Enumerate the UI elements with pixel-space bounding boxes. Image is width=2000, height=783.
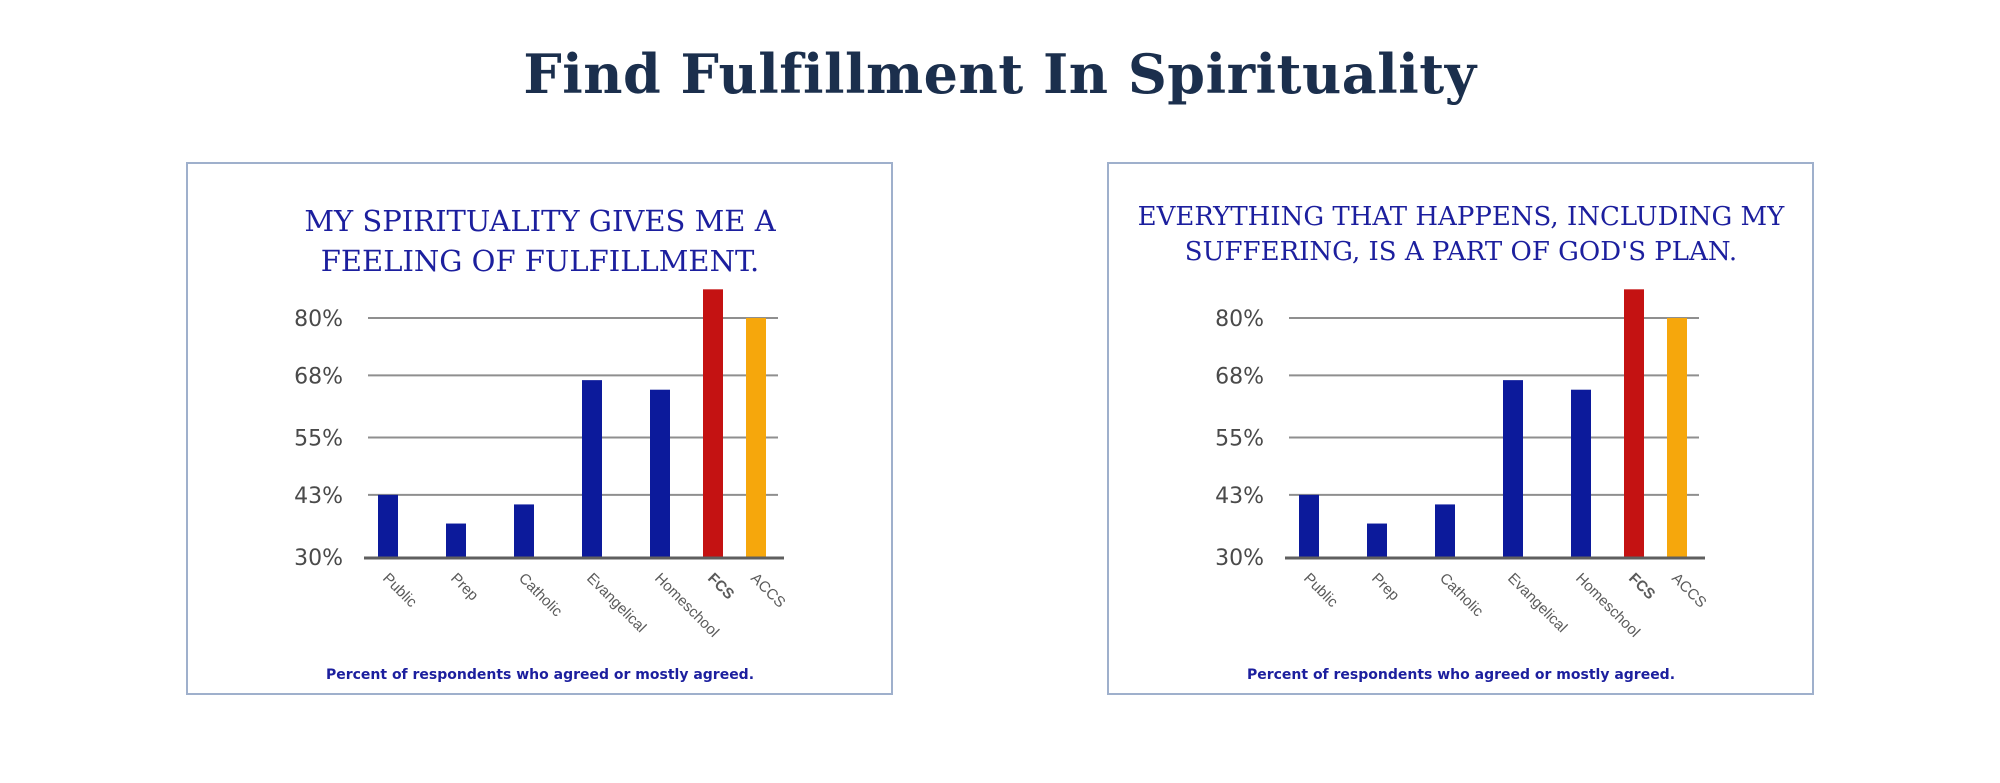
bar-homeschool	[1571, 389, 1591, 557]
y-tick-label: 30%	[1215, 546, 1264, 571]
chart-footnote: Percent of respondents who agreed or mos…	[1247, 667, 1675, 683]
bar-evangelical	[582, 380, 602, 557]
x-category-label: FCS	[1625, 570, 1658, 603]
y-tick-label: 80%	[1215, 307, 1264, 332]
bar-public	[378, 494, 398, 557]
bar-fcs	[1624, 289, 1644, 557]
chart-gods-plan: EVERYTHING THAT HAPPENS, INCLUDING MY SU…	[1138, 202, 1785, 683]
x-category-label: ACCS	[747, 570, 788, 611]
y-tick-label: 68%	[1215, 364, 1264, 389]
y-tick-label: 43%	[294, 484, 343, 509]
x-category-label: ACCS	[1668, 570, 1709, 611]
bar-prep	[446, 523, 466, 557]
chart-title-line-2: SUFFERING, IS A PART OF GOD'S PLAN.	[1185, 237, 1737, 267]
y-tick-label: 30%	[294, 546, 343, 571]
bar-evangelical	[1503, 380, 1523, 557]
bar-catholic	[1435, 504, 1455, 557]
x-category-label: FCS	[704, 570, 737, 603]
chart-panel-gods-plan: EVERYTHING THAT HAPPENS, INCLUDING MY SU…	[1107, 162, 1814, 695]
chart-title-line-2: FEELING OF FULFILLMENT.	[321, 244, 760, 278]
x-category-label: Prep	[1368, 570, 1402, 604]
x-category-label: Public	[1300, 570, 1341, 611]
x-category-label: Public	[379, 570, 420, 611]
bar-homeschool	[650, 389, 670, 557]
x-category-label: Evangelical	[583, 570, 649, 636]
y-tick-label: 55%	[1215, 427, 1264, 452]
bar-prep	[1367, 523, 1387, 557]
y-tick-label: 55%	[294, 427, 343, 452]
bar-accs	[1667, 318, 1687, 557]
bar-accs	[746, 318, 766, 557]
chart-title-line-1: EVERYTHING THAT HAPPENS, INCLUDING MY	[1138, 202, 1785, 232]
chart-footnote: Percent of respondents who agreed or mos…	[326, 667, 754, 683]
y-tick-label: 43%	[1215, 484, 1264, 509]
x-category-label: Prep	[447, 570, 481, 604]
x-category-label: Evangelical	[1504, 570, 1570, 636]
bar-catholic	[514, 504, 534, 557]
bar-public	[1299, 494, 1319, 557]
x-category-label: Catholic	[515, 570, 566, 621]
x-category-label: Catholic	[1436, 570, 1487, 621]
chart-panel-fulfillment: MY SPIRITUALITY GIVES ME A FEELING OF FU…	[186, 162, 893, 695]
y-tick-label: 68%	[294, 364, 343, 389]
chart-title-line-1: MY SPIRITUALITY GIVES ME A	[304, 204, 776, 238]
page-title: Find Fulfillment In Spirituality	[523, 42, 1477, 106]
y-tick-label: 80%	[294, 307, 343, 332]
bar-fcs	[703, 289, 723, 557]
chart-fulfillment: MY SPIRITUALITY GIVES ME A FEELING OF FU…	[294, 204, 789, 683]
